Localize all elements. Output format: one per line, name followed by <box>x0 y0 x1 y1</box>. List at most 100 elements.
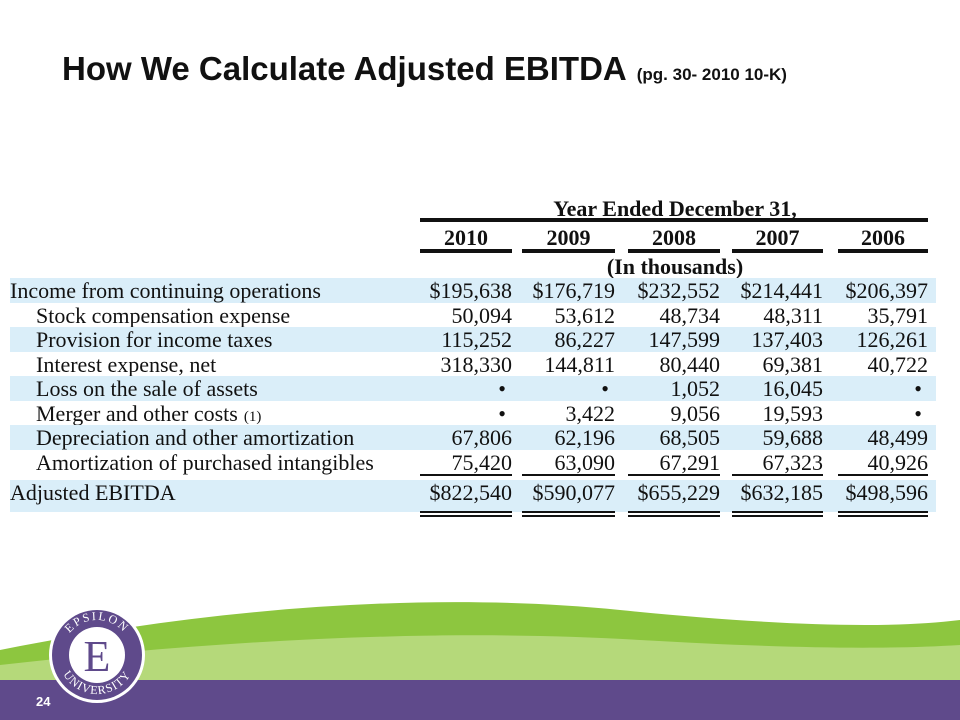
cell-value: 16,045 <box>763 376 824 401</box>
row-label: Merger and other costs (1) <box>36 401 261 426</box>
cell-value: 137,403 <box>752 327 824 352</box>
page-number: 24 <box>36 694 51 709</box>
cell-value: • <box>914 376 922 401</box>
cell-value: $176,719 <box>533 278 616 303</box>
cell-value: 144,811 <box>544 352 615 377</box>
total-rule <box>628 515 720 517</box>
cell-value: $232,552 <box>638 278 721 303</box>
subtotal-rule <box>732 474 823 476</box>
title-main: How We Calculate Adjusted EBITDA <box>62 50 627 87</box>
row-label-text: Stock compensation expense <box>36 303 290 328</box>
cell-value: 1,052 <box>671 376 721 401</box>
cell-value: 63,090 <box>555 450 616 475</box>
row-label: Provision for income taxes <box>36 327 272 352</box>
group-header: Year Ended December 31, <box>553 196 797 221</box>
row-label: Interest expense, net <box>36 352 216 377</box>
table-row: Depreciation and other amortization 67,80… <box>10 425 936 450</box>
column-header: 2006 <box>861 225 905 250</box>
row-label-text: Depreciation and other amortization <box>36 425 354 450</box>
row-band <box>10 376 936 401</box>
cell-value: 53,612 <box>555 303 616 328</box>
cell-value: 67,806 <box>452 425 513 450</box>
cell-value: 318,330 <box>441 352 513 377</box>
table-row: Stock compensation expense 50,094 53,612 48… <box>36 303 928 328</box>
row-label-text: Interest expense, net <box>36 352 216 377</box>
table-row: Adjusted EBITDA $822,540 $590,077 $655,229 $… <box>10 480 936 517</box>
cell-value: 3,422 <box>566 401 616 426</box>
column-header: 2009 <box>547 225 591 250</box>
cell-value: • <box>601 376 609 401</box>
cell-value: • <box>914 401 922 426</box>
row-label: Income from continuing operations <box>10 278 321 303</box>
logo-inner <box>69 627 125 683</box>
subtotal-rule <box>522 474 615 476</box>
row-label-text: Loss on the sale of assets <box>36 376 258 401</box>
title-note: (pg. 30- 2010 10-K) <box>637 65 787 84</box>
cell-value: 48,311 <box>763 303 823 328</box>
total-rule <box>628 511 720 513</box>
row-label-text: Income from continuing operations <box>10 278 321 303</box>
cell-value: 68,505 <box>660 425 721 450</box>
logo: EPSILON UNIVERSITY E <box>49 607 145 703</box>
column-rule <box>522 249 615 253</box>
cell-value: 69,381 <box>763 352 824 377</box>
total-rule <box>732 515 823 517</box>
cell-value: $822,540 <box>430 480 513 505</box>
row-band <box>10 327 936 352</box>
cell-value: $498,596 <box>846 480 929 505</box>
cell-value: $590,077 <box>533 480 616 505</box>
cell-value: 48,499 <box>868 425 929 450</box>
cell-value: 40,926 <box>868 450 929 475</box>
cell-value: $655,229 <box>638 480 721 505</box>
table-row: Amortization of purchased intangibles 75,… <box>36 450 928 476</box>
table-row: Provision for income taxes 115,252 86,227 1… <box>10 327 936 352</box>
total-rule <box>522 515 615 517</box>
total-rule <box>732 511 823 513</box>
cell-value: 86,227 <box>555 327 616 352</box>
cell-value: • <box>498 401 506 426</box>
row-label: Depreciation and other amortization <box>36 425 354 450</box>
row-label: Amortization of purchased intangibles <box>36 450 374 475</box>
row-footnote: (1) <box>244 409 262 425</box>
logo-letter: E <box>84 632 111 681</box>
table-row: Income from continuing operations $195,63… <box>10 278 936 303</box>
table-row: Merger and other costs (1) • 3,422 9,056 19,5… <box>36 401 922 426</box>
row-band <box>10 480 936 512</box>
row-band <box>10 425 936 450</box>
cell-value: 48,734 <box>660 303 721 328</box>
row-label-text: Adjusted EBITDA <box>10 480 176 505</box>
footer-band <box>0 680 960 720</box>
cell-value: 126,261 <box>857 327 929 352</box>
subtotal-rule <box>628 474 720 476</box>
slide-title: How We Calculate Adjusted EBITDA (pg. 30-… <box>62 50 787 87</box>
cell-value: 35,791 <box>868 303 929 328</box>
cell-value: $206,397 <box>846 278 929 303</box>
row-label: Loss on the sale of assets <box>36 376 258 401</box>
cell-value: 115,252 <box>441 327 512 352</box>
cell-value: 67,291 <box>660 450 721 475</box>
units-note: (In thousands) <box>607 254 743 279</box>
table-row: Loss on the sale of assets • • 1,052 16,045 • <box>10 376 936 401</box>
column-rule <box>628 249 720 253</box>
cell-value: 19,593 <box>763 401 824 426</box>
row-label-text: Merger and other costs <box>36 401 238 426</box>
ebitda-table: Year Ended December 31, (In thousands) 2… <box>10 196 936 517</box>
subtotal-rule <box>838 474 928 476</box>
cell-value: 9,056 <box>671 401 721 426</box>
total-rule <box>522 511 615 513</box>
cell-value: 62,196 <box>555 425 616 450</box>
column-header: 2010 <box>444 225 488 250</box>
column-rule <box>838 249 928 253</box>
cell-value: 59,688 <box>763 425 824 450</box>
column-header: 2007 <box>756 225 800 250</box>
cell-value: 67,323 <box>763 450 824 475</box>
column-rule <box>420 249 512 253</box>
total-rule <box>838 511 928 513</box>
row-label: Adjusted EBITDA <box>10 480 176 505</box>
cell-value: 75,420 <box>452 450 513 475</box>
column-rule <box>732 249 823 253</box>
cell-value: $214,441 <box>741 278 824 303</box>
row-label: Stock compensation expense <box>36 303 290 328</box>
row-band <box>10 278 936 303</box>
green-wave-light <box>0 635 960 680</box>
